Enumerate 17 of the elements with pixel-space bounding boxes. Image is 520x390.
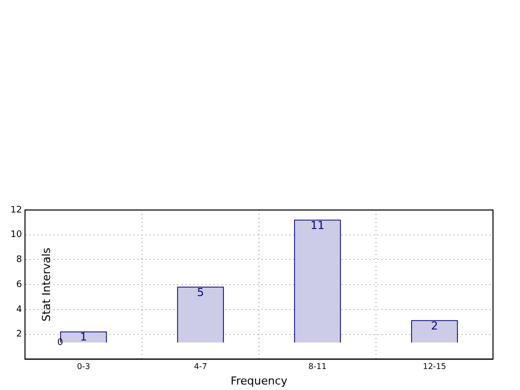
- x-tick-label: 4-7: [194, 362, 208, 372]
- y-tick-label: 4: [16, 304, 22, 315]
- y-tick-label: 12: [10, 205, 22, 216]
- y-tick-label: 6: [16, 280, 22, 290]
- data-label: 2: [431, 320, 438, 332]
- x-tick-label: 8-11: [308, 362, 327, 372]
- x-tick-label: 0-3: [76, 362, 90, 372]
- data-label: 5: [197, 286, 204, 299]
- x-tick-label: 12-15: [422, 362, 446, 372]
- annotation: 0: [57, 338, 64, 348]
- y-tick-label: 8: [16, 255, 22, 266]
- y-axis-title: Stat Intervals: [40, 247, 53, 322]
- y-tick-label: 10: [10, 230, 22, 240]
- data-label: 11: [310, 218, 324, 232]
- x-axis-title: Frequency: [230, 374, 288, 388]
- y-tick-label: 2: [16, 330, 22, 340]
- data-label: 1: [80, 330, 87, 344]
